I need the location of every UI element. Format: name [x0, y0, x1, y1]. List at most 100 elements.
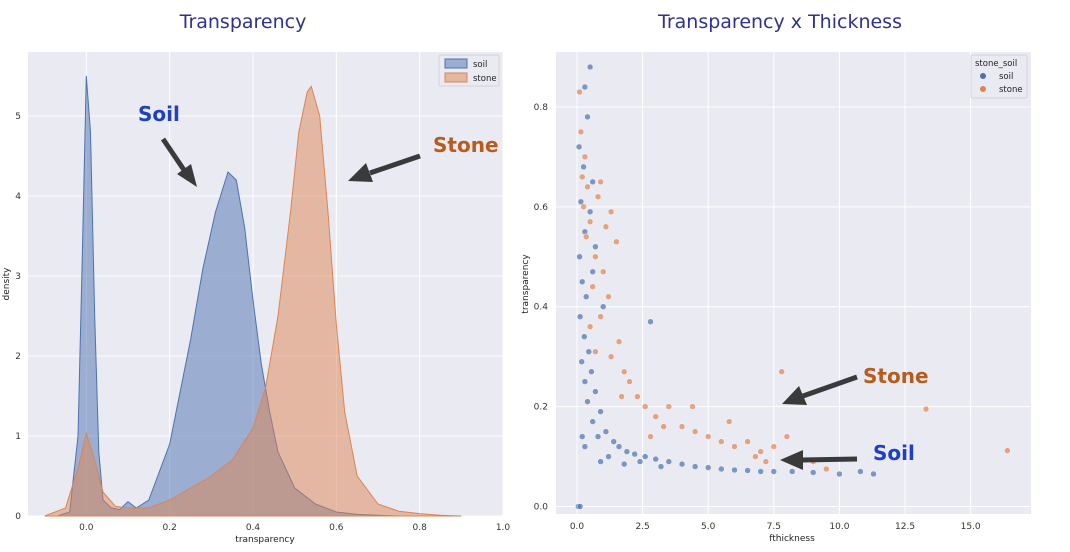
legend-swatch-stone — [444, 72, 468, 83]
point-soil — [592, 388, 599, 395]
point-soil — [597, 408, 604, 415]
point-stone — [678, 423, 686, 430]
point-soil — [589, 268, 596, 276]
point-soil — [586, 208, 594, 216]
point-soil — [581, 333, 588, 340]
x-tick-label: 7.5 — [767, 522, 781, 532]
point-soil — [584, 113, 591, 121]
arrow-shaft — [160, 137, 187, 172]
arrow-head — [782, 386, 807, 405]
point-stone — [577, 128, 585, 136]
x-tick-label: 1.0 — [496, 523, 511, 533]
point-stone — [752, 453, 759, 460]
point-soil — [678, 460, 686, 468]
density-area-stone — [44, 85, 462, 517]
point-stone — [762, 458, 770, 465]
legend: soil stone — [438, 54, 500, 87]
point-soil — [704, 464, 712, 471]
scatter-points — [575, 63, 1011, 510]
point-stone — [607, 353, 615, 360]
y-tick-label: 4 — [15, 192, 21, 202]
point-stone — [689, 403, 696, 410]
x-tick-label: 0.6 — [329, 523, 344, 533]
gridlines — [556, 52, 1031, 514]
scatter-chart-transparency-thickness: Transparency x Thickness 0.0 2.5 5.0 7.5 10.… — [521, 11, 1031, 544]
point-stone — [634, 393, 641, 400]
point-soil — [757, 468, 764, 475]
point-stone — [613, 238, 620, 246]
y-axis-label: transparency — [521, 254, 531, 314]
point-soil — [578, 433, 586, 440]
y-tick-label: 0.8 — [534, 103, 549, 113]
point-stone — [744, 438, 751, 445]
point-stone — [718, 438, 725, 445]
point-soil — [577, 198, 585, 206]
point-soil — [623, 448, 631, 455]
point-soil — [641, 453, 649, 460]
point-soil — [576, 503, 584, 510]
legend-label-stone: stone — [999, 85, 1023, 95]
point-stone — [599, 268, 607, 276]
x-tick-label: 0.0 — [79, 523, 94, 533]
point-soil — [788, 468, 796, 475]
y-tick-label: 1 — [15, 432, 21, 442]
kde-chart-transparency: Transparency 0.0 0.2 0.4 0.6 0.8 1.0 0 1 2 3 4 5 t… — [2, 11, 510, 545]
point-stone — [647, 433, 654, 440]
chart-title: Transparency x Thickness — [657, 11, 902, 33]
legend-label-soil: soil — [473, 60, 487, 70]
point-stone — [704, 433, 712, 440]
point-soil — [588, 368, 595, 375]
point-stone — [594, 193, 602, 201]
point-soil — [665, 458, 673, 465]
point-stone — [731, 443, 738, 450]
point-stone — [580, 203, 587, 211]
legend-title: stone_soil — [975, 59, 1017, 69]
point-soil — [836, 470, 843, 478]
x-tick-label: 5.0 — [701, 522, 716, 532]
point-soil — [770, 468, 778, 475]
point-stone — [589, 283, 596, 290]
point-stone — [620, 368, 628, 375]
point-soil — [585, 348, 593, 355]
point-stone — [581, 153, 589, 161]
point-stone — [691, 428, 699, 435]
point-soil — [589, 418, 596, 425]
point-soil — [731, 466, 738, 474]
point-soil — [636, 458, 644, 465]
point-stone — [626, 378, 633, 385]
legend-marker-soil — [980, 73, 986, 79]
arrow-head — [177, 164, 197, 187]
arrow-shaft — [369, 153, 421, 176]
point-stone — [618, 393, 625, 400]
point-soil — [610, 438, 617, 445]
arrow-stone — [348, 153, 421, 182]
point-soil — [576, 253, 583, 261]
point-soil — [602, 428, 610, 435]
point-stone — [605, 293, 612, 300]
x-tick-labels: 0.0 2.5 5.0 7.5 10.0 12.5 15.0 — [570, 522, 981, 532]
point-stone — [592, 348, 599, 355]
point-soil — [589, 178, 596, 186]
y-tick-label: 3 — [15, 272, 21, 282]
point-soil — [578, 278, 586, 286]
point-stone — [597, 313, 604, 320]
point-soil — [578, 358, 585, 365]
annotation-stone: Stone — [433, 133, 499, 157]
point-soil — [581, 83, 589, 91]
legend-label-stone: stone — [473, 74, 497, 84]
x-tick-label: 10.0 — [829, 522, 849, 532]
point-stone — [576, 88, 583, 96]
legend: stone_soil soil stone — [970, 54, 1028, 99]
point-soil — [597, 458, 604, 465]
x-axis-label: transparency — [235, 535, 295, 545]
point-soil — [870, 470, 877, 478]
point-stone — [922, 405, 930, 413]
y-tick-label: 5 — [15, 112, 21, 122]
point-stone — [607, 208, 615, 216]
density-areas — [44, 75, 462, 517]
point-soil — [652, 455, 659, 463]
point-soil — [581, 378, 589, 385]
chart-title: Transparency — [179, 11, 307, 33]
y-tick-label: 0.6 — [534, 203, 549, 213]
point-soil — [576, 313, 584, 320]
